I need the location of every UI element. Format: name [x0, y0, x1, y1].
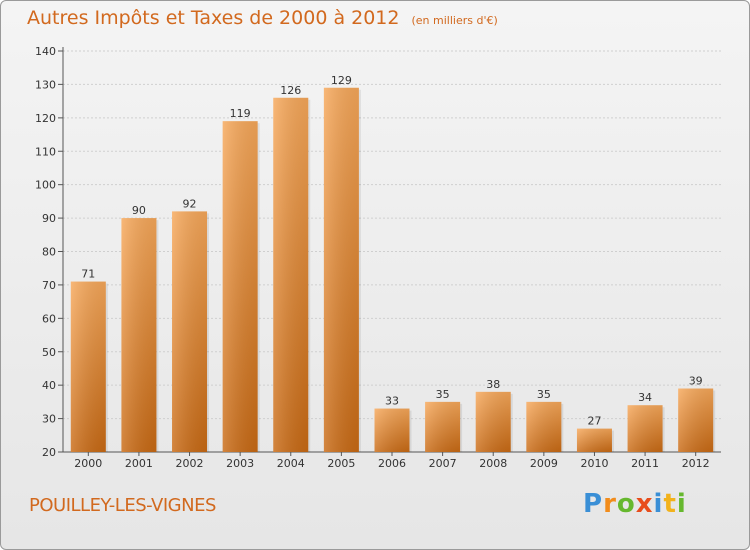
bars — [70, 87, 716, 453]
y-tick-label: 20 — [42, 446, 56, 459]
logo-letter: t — [663, 489, 677, 519]
bar-highlight — [627, 405, 663, 452]
logo-letter: r — [603, 489, 617, 519]
grid — [63, 50, 721, 453]
y-tick-label: 50 — [42, 346, 56, 359]
y-tick-label: 40 — [42, 379, 56, 392]
x-tick-label: 2003 — [226, 457, 254, 470]
bar-highlight — [121, 218, 157, 452]
data-label: 90 — [132, 204, 146, 217]
logo-letter: o — [616, 489, 636, 519]
logo-letter: x — [635, 489, 654, 519]
bar-highlight — [678, 388, 714, 452]
x-tick-label: 2010 — [580, 457, 608, 470]
labels: 71 2000 90 2001 92 2002 119 2003 126 2004 129 2005 3… — [74, 74, 709, 470]
logo-letter: i — [676, 489, 687, 519]
data-label: 92 — [183, 197, 197, 210]
title-block: Autres Impôts et Taxes de 2000 à 2012 (e… — [27, 7, 498, 29]
data-label: 34 — [638, 391, 652, 404]
data-label: 35 — [436, 388, 450, 401]
bar-highlight — [323, 87, 359, 452]
data-label: 38 — [486, 378, 500, 391]
bar-highlight — [273, 97, 309, 453]
y-tick-label: 30 — [42, 413, 56, 426]
x-tick-label: 2001 — [125, 457, 153, 470]
commune-name: POUILLEY-LES-VIGNES — [29, 495, 216, 516]
logo-letter: P — [583, 489, 604, 519]
data-label: 33 — [385, 395, 399, 408]
chart-subtitle: (en milliers d'€) — [411, 14, 498, 27]
y-tick-label: 70 — [42, 279, 56, 292]
x-tick-label: 2002 — [176, 457, 204, 470]
bar-highlight — [475, 391, 511, 452]
data-label: 126 — [280, 84, 301, 97]
x-tick-label: 2008 — [479, 457, 507, 470]
logo-letter: i — [653, 489, 664, 519]
bar-highlight — [526, 401, 562, 452]
x-tick-label: 2011 — [631, 457, 659, 470]
y-tick-label: 120 — [35, 112, 56, 125]
y-tick-label: 140 — [35, 45, 56, 58]
bar-highlight — [172, 211, 208, 452]
y-tick-label: 100 — [35, 179, 56, 192]
bar-highlight — [576, 428, 612, 452]
x-tick-label: 2012 — [682, 457, 710, 470]
bar-highlight — [222, 121, 258, 453]
y-tick-label: 80 — [42, 246, 56, 259]
y-tick-label: 110 — [35, 145, 56, 158]
bar-highlight — [425, 401, 461, 452]
x-tick-label: 2005 — [327, 457, 355, 470]
bar-highlight — [70, 281, 106, 452]
data-label: 71 — [81, 268, 95, 281]
data-label: 35 — [537, 388, 551, 401]
data-label: 39 — [689, 375, 703, 388]
data-label: 129 — [331, 74, 352, 87]
x-tick-label: 2000 — [74, 457, 102, 470]
data-label: 119 — [230, 107, 251, 120]
y-tick-label: 130 — [35, 78, 56, 91]
y-tick-label: 60 — [42, 312, 56, 325]
x-tick-label: 2004 — [277, 457, 305, 470]
chart-title: Autres Impôts et Taxes de 2000 à 2012 — [27, 7, 400, 29]
data-label: 27 — [587, 415, 601, 428]
bar-highlight — [374, 408, 410, 452]
x-tick-label: 2009 — [530, 457, 558, 470]
x-tick-label: 2007 — [429, 457, 457, 470]
y-tick-label: 90 — [42, 212, 56, 225]
x-tick-label: 2006 — [378, 457, 406, 470]
proxiti-logo: Proxiti — [583, 489, 687, 519]
